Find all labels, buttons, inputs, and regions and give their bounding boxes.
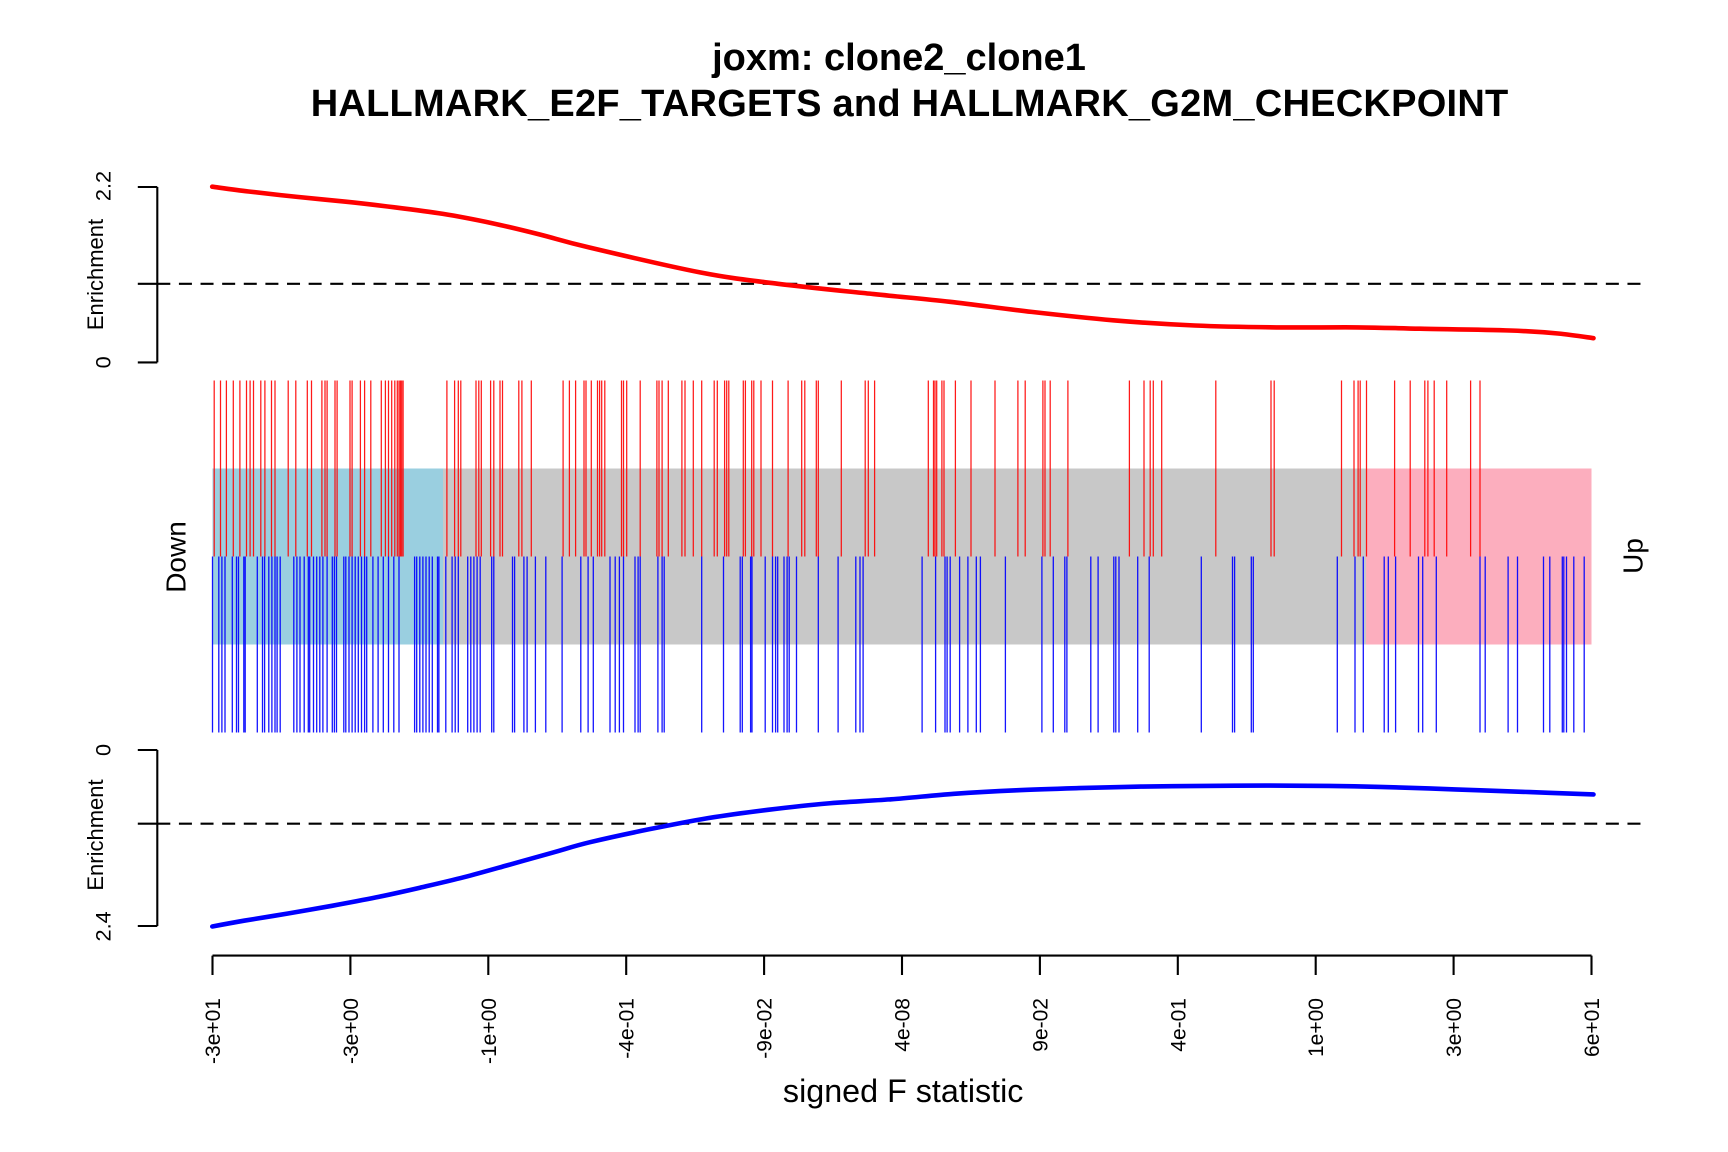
svg-text:6e+01: 6e+01: [1581, 998, 1604, 1057]
svg-text:9e-02: 9e-02: [1029, 998, 1052, 1052]
svg-text:-3e+01: -3e+01: [202, 998, 225, 1064]
svg-text:0: 0: [91, 744, 116, 756]
svg-text:signed F statistic: signed F statistic: [783, 1073, 1024, 1109]
svg-text:4e-08: 4e-08: [892, 998, 915, 1052]
svg-text:Up: Up: [1618, 538, 1649, 574]
svg-text:joxm: clone2_clone1: joxm: clone2_clone1: [711, 37, 1086, 79]
svg-text:Enrichment: Enrichment: [83, 779, 108, 890]
svg-text:3e+00: 3e+00: [1443, 998, 1466, 1057]
svg-text:Enrichment: Enrichment: [83, 219, 108, 330]
svg-text:-4e-01: -4e-01: [616, 998, 639, 1059]
svg-text:4e-01: 4e-01: [1167, 998, 1190, 1052]
svg-text:2.2: 2.2: [91, 171, 116, 201]
svg-text:-3e+00: -3e+00: [340, 998, 363, 1064]
svg-text:HALLMARK_E2F_TARGETS and HALLM: HALLMARK_E2F_TARGETS and HALLMARK_G2M_CH…: [311, 83, 1509, 125]
svg-text:-1e+00: -1e+00: [478, 998, 501, 1064]
svg-text:1e+00: 1e+00: [1305, 998, 1328, 1057]
svg-text:2.4: 2.4: [91, 911, 116, 941]
svg-text:0: 0: [91, 356, 116, 368]
svg-text:Down: Down: [161, 521, 192, 593]
svg-text:-9e-02: -9e-02: [754, 998, 777, 1059]
